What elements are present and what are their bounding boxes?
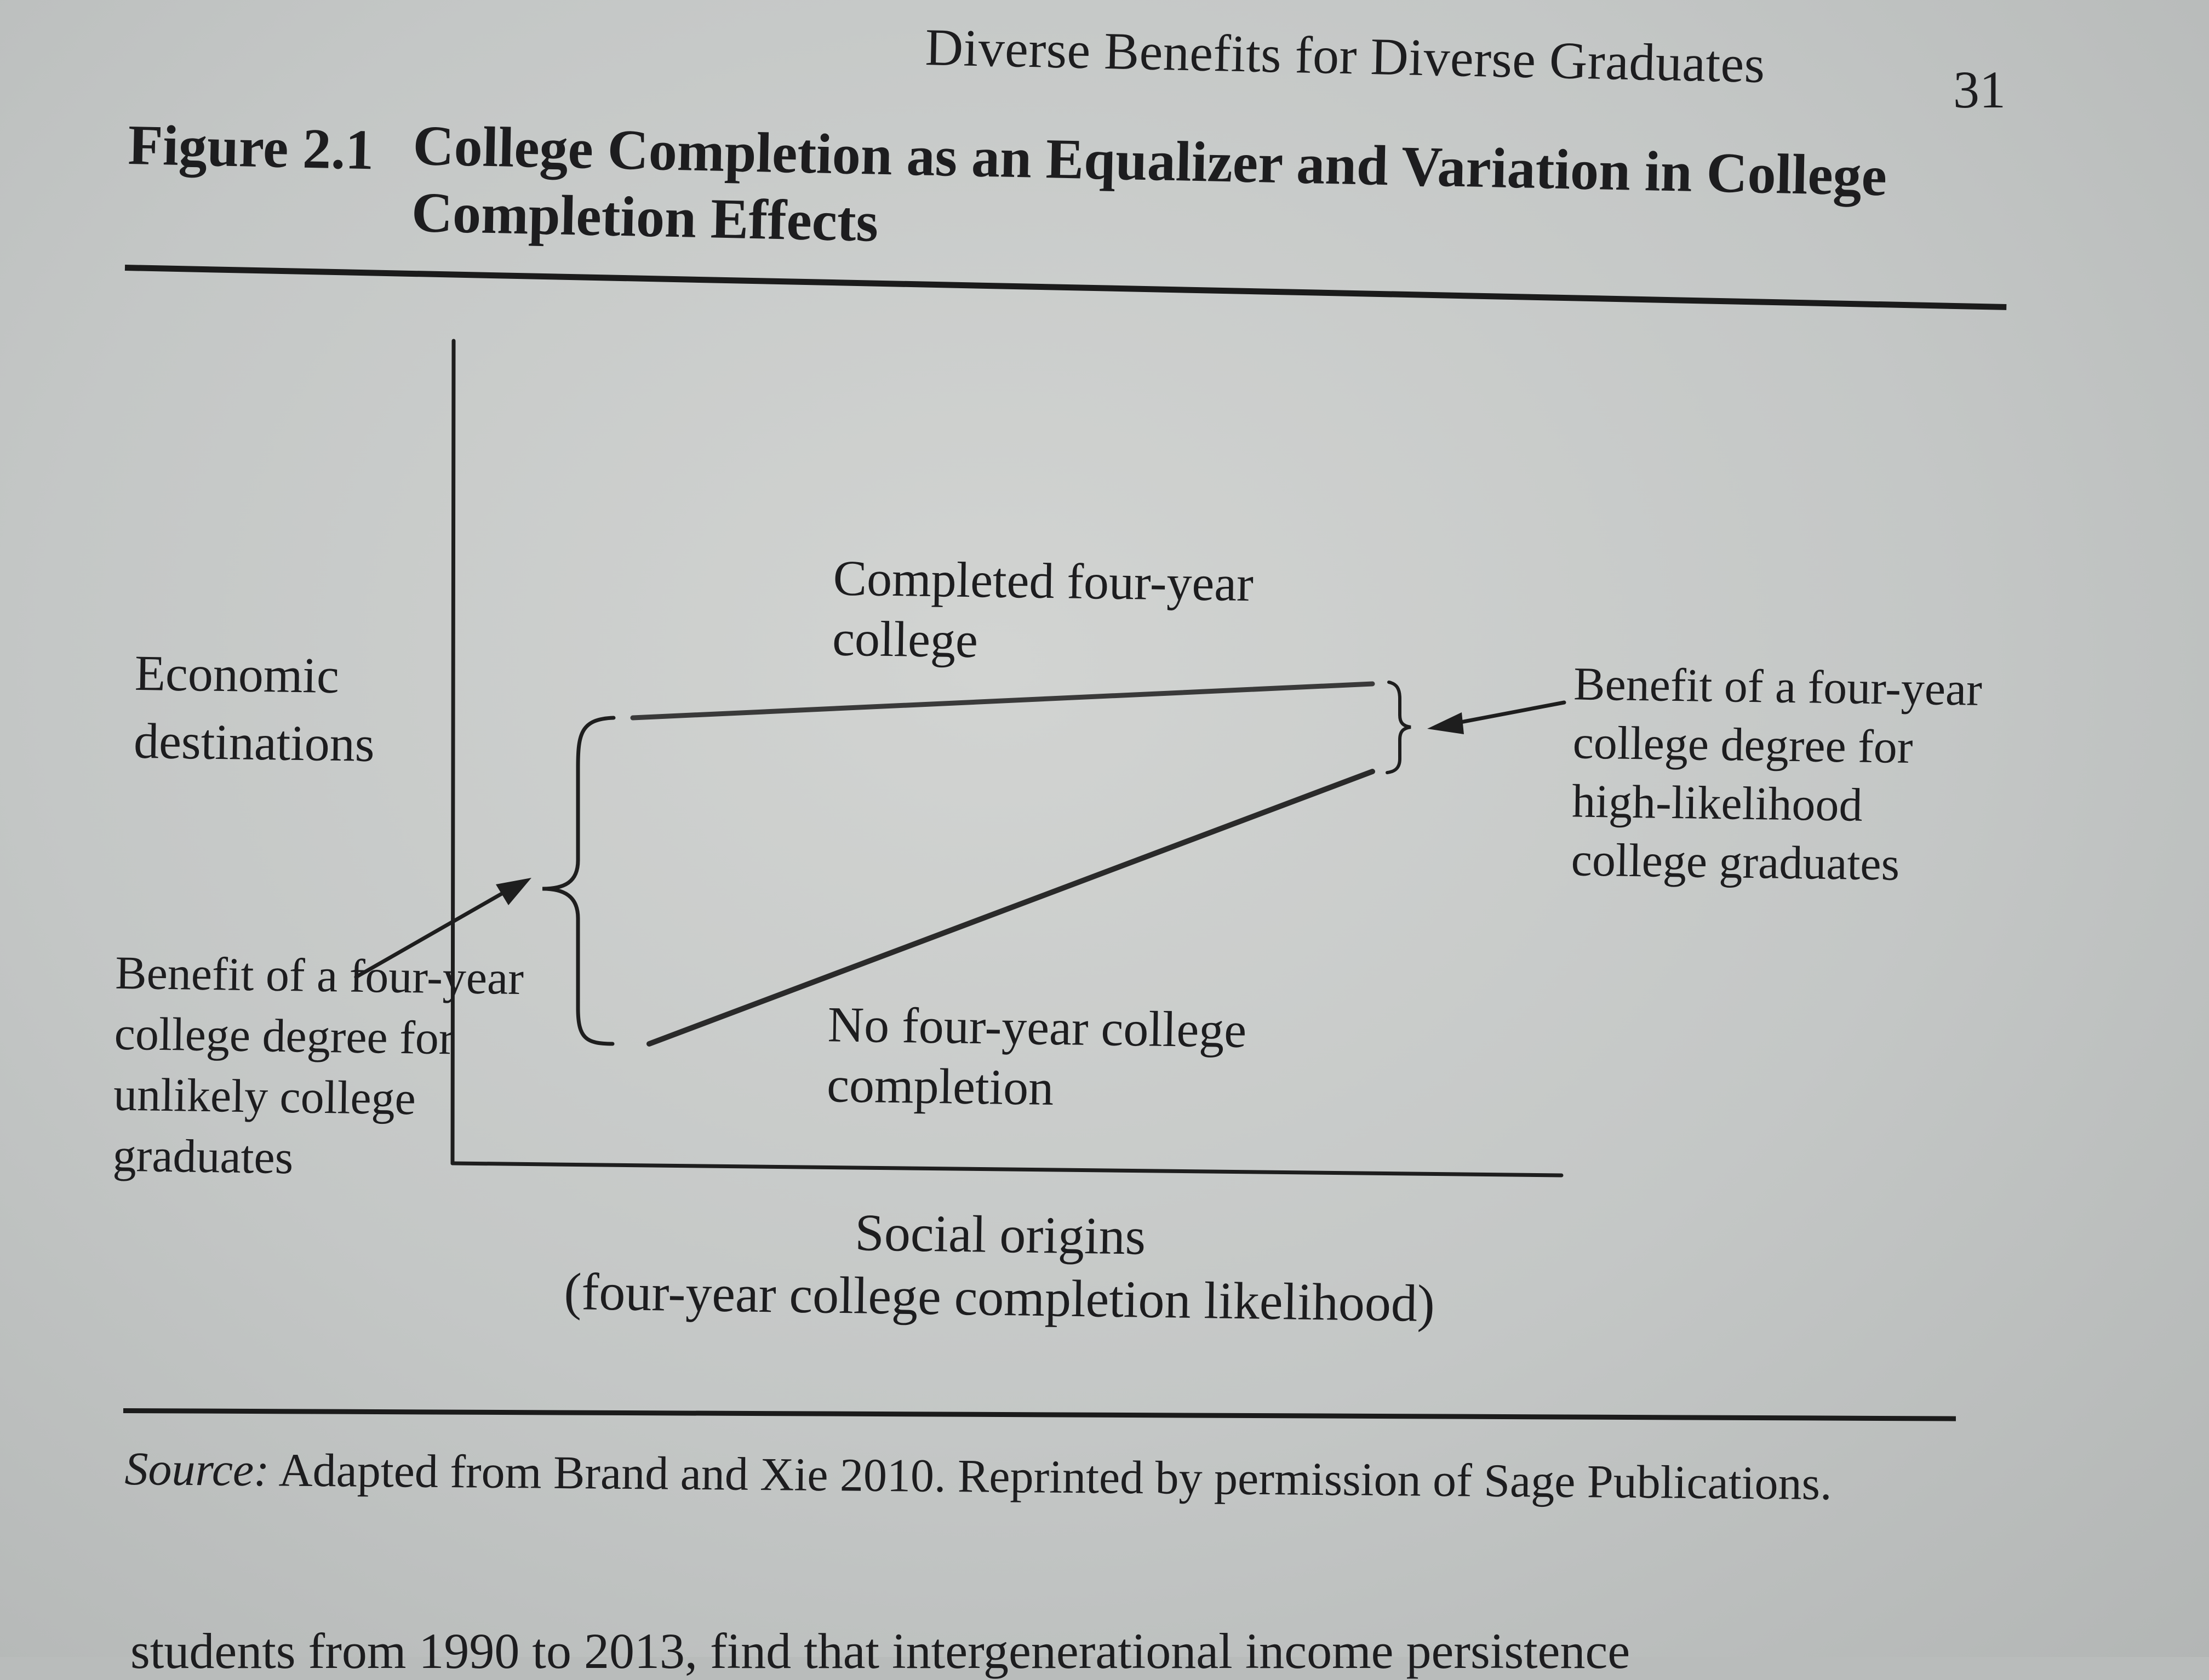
- body-text-fragment: students from 1990 to 2013, find that in…: [130, 1623, 1630, 1679]
- completed-college-line: [630, 681, 1375, 721]
- benefit-high-arrowhead: [1427, 712, 1464, 734]
- page-number: 31: [1953, 60, 2006, 119]
- source-prefix: Source:: [124, 1442, 270, 1496]
- y-axis-label: Economic destinations: [133, 644, 375, 772]
- benefit-high-arrow-shaft: [1447, 700, 1566, 727]
- benefit-low-brace: [542, 716, 616, 1046]
- benefit-low-arrowhead: [496, 878, 531, 905]
- benefit-high-likelihood-label: Benefit of a four-year college degree fo…: [1571, 657, 1983, 890]
- completed-college-label: Completed four-year college: [832, 550, 1254, 668]
- x-axis-line: [450, 1161, 1564, 1178]
- no-completion-label: No four-year college completion: [826, 996, 1247, 1116]
- x-axis-label: Social origins (four-year college comple…: [506, 1196, 1493, 1335]
- benefit-high-brace: [1386, 681, 1411, 774]
- no-completion-line: [646, 769, 1375, 1047]
- benefit-unlikely-label: Benefit of a four-year college degree fo…: [112, 946, 524, 1184]
- benefit-low-arrow-shaft: [354, 885, 514, 979]
- y-axis-line: [450, 339, 456, 1165]
